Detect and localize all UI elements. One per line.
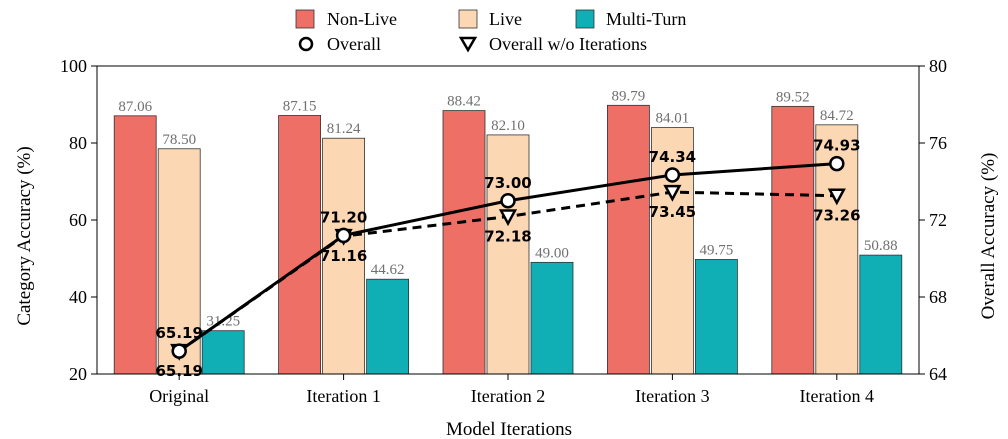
point-overall-w-o-iterations-2 — [498, 209, 518, 227]
y-tick-label-4: 100 — [60, 56, 87, 76]
point-overall-3 — [664, 167, 681, 183]
y2-tick-label-1: 68 — [929, 287, 947, 307]
y2-axis-title: Overall Accuracy (%) — [978, 153, 999, 320]
line-label-overall-4: 74.93 — [813, 137, 860, 155]
legend-swatch-non-live — [295, 9, 315, 29]
bar-non-live-1 — [278, 115, 322, 375]
point-overall-w-o-iterations-4 — [827, 188, 846, 206]
bar-label-live-2: 82.10 — [491, 118, 525, 134]
bar-label-non-live-4: 89.52 — [776, 89, 810, 105]
x-tick-label-2: Iteration 2 — [471, 386, 545, 406]
bar-label-multi-turn-3: 49.75 — [700, 242, 734, 258]
bar-live-1 — [322, 137, 366, 375]
line-label-overall-w-o-iterations-0: 65.19 — [155, 362, 202, 380]
bar-multi-turn-2 — [530, 261, 574, 375]
point-overall-1 — [335, 227, 352, 244]
legend-swatch-live — [458, 9, 478, 29]
x-tick-label-4: Iteration 4 — [800, 386, 874, 406]
legend-marker-overall-wo-iterations — [458, 36, 478, 53]
y-tick-label-2: 60 — [69, 210, 87, 230]
line-label-overall-0: 65.19 — [155, 324, 202, 342]
line-label-overall-3: 74.34 — [649, 148, 696, 166]
line-label-overall-2: 73.00 — [484, 174, 531, 192]
bar-label-multi-turn-1: 44.62 — [371, 262, 405, 278]
bar-label-multi-turn-2: 49.00 — [535, 245, 569, 261]
x-axis-title: Model Iterations — [446, 419, 572, 439]
line-label-overall-1: 71.20 — [320, 208, 367, 226]
bar-label-multi-turn-4: 50.88 — [864, 238, 898, 254]
y-tick-label-3: 80 — [69, 133, 87, 153]
x-tick-label-1: Iteration 1 — [306, 386, 380, 406]
y2-tick-label-0: 64 — [929, 364, 947, 384]
bar-non-live-2 — [442, 110, 486, 375]
legend: Non-Live Live Multi-Turn Overall Overall… — [295, 9, 686, 54]
bar-label-non-live-0: 87.06 — [118, 99, 152, 115]
y-tick-label-1: 40 — [69, 287, 87, 307]
y2-tick-label-4: 80 — [929, 56, 947, 76]
bar-multi-turn-0 — [201, 330, 245, 375]
bar-non-live-0 — [113, 115, 157, 375]
bar-label-non-live-2: 88.42 — [447, 94, 481, 110]
bar-live-0 — [157, 148, 201, 375]
bar-label-non-live-3: 89.79 — [612, 88, 646, 104]
legend-label-overall: Overall — [327, 34, 381, 54]
x-tick-label-0: Original — [149, 386, 209, 406]
bar-live-2 — [486, 134, 530, 375]
line-label-overall-w-o-iterations-2: 72.18 — [484, 228, 531, 246]
y-axis-title: Category Accuracy (%) — [14, 146, 35, 325]
legend-marker-overall — [298, 36, 314, 52]
plot-area: 87.06 87.15 88.42 89.79 89.52 78.50 81.24 82.10… — [60, 56, 947, 406]
line-label-overall-w-o-iterations-1: 71.16 — [320, 247, 367, 265]
point-overall-2 — [500, 193, 516, 209]
y2-tick-label-3: 76 — [929, 133, 947, 153]
legend-swatch-multi-turn — [575, 9, 595, 29]
y-tick-label-0: 20 — [69, 364, 87, 384]
bar-label-live-1: 81.24 — [327, 121, 361, 137]
x-tick-label-3: Iteration 3 — [635, 386, 709, 406]
bar-multi-turn-3 — [695, 259, 738, 375]
legend-label-non-live: Non-Live — [327, 9, 397, 29]
point-overall-0 — [171, 343, 187, 359]
point-overall-w-o-iterations-3 — [663, 184, 682, 202]
legend-label-overall-wo-iterations: Overall w/o Iterations — [489, 34, 647, 54]
point-overall-4 — [829, 155, 845, 172]
bar-label-non-live-1: 87.15 — [283, 98, 317, 114]
bar-label-live-4: 84.72 — [820, 108, 854, 124]
legend-label-live: Live — [489, 9, 522, 29]
bar-label-live-0: 78.50 — [162, 132, 196, 148]
line-label-overall-w-o-iterations-3: 73.45 — [649, 203, 696, 221]
bar-multi-turn-1 — [366, 278, 410, 375]
legend-label-multi-turn: Multi-Turn — [606, 9, 686, 29]
bar-non-live-3 — [607, 104, 650, 375]
bar-multi-turn-4 — [859, 254, 903, 375]
bar-label-live-3: 84.01 — [656, 111, 690, 127]
y2-tick-label-2: 72 — [929, 210, 947, 230]
bar-non-live-4 — [771, 105, 815, 375]
line-label-overall-w-o-iterations-4: 73.26 — [813, 207, 860, 225]
